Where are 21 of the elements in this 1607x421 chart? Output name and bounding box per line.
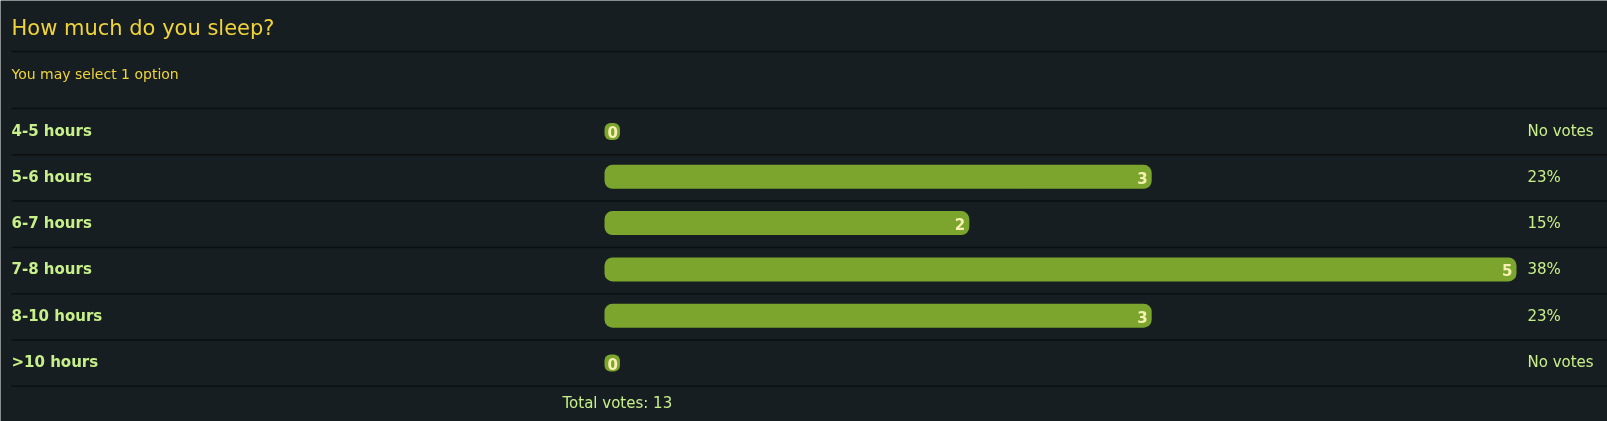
text: You may select 1 option: [10, 65, 179, 82]
text: 23%: [1527, 306, 1561, 325]
text: 23%: [1527, 167, 1561, 186]
data-label: 3: [1137, 308, 1148, 327]
y-tick-label: 4-5 hours: [11, 121, 92, 140]
text: Total votes: 13: [561, 393, 673, 412]
y-tick-label: 6-7 hours: [11, 214, 92, 233]
data-label: 2: [954, 216, 966, 235]
y-tick-label: 5-6 hours: [11, 167, 92, 186]
text: No votes: [1527, 353, 1594, 371]
data-label: 3: [1137, 169, 1148, 188]
data-label: 0: [607, 124, 618, 142]
text: 38%: [1527, 260, 1561, 279]
y-tick-label: 8-10 hours: [11, 306, 103, 325]
data-label: 0: [607, 355, 618, 374]
text: 15%: [1527, 214, 1561, 233]
text: How much do you sleep?: [11, 15, 275, 40]
data-label: 5: [1502, 262, 1513, 281]
y-tick-label: >10 hours: [11, 353, 99, 371]
y-tick-label: 7-8 hours: [11, 260, 92, 279]
text: No votes: [1527, 121, 1594, 140]
